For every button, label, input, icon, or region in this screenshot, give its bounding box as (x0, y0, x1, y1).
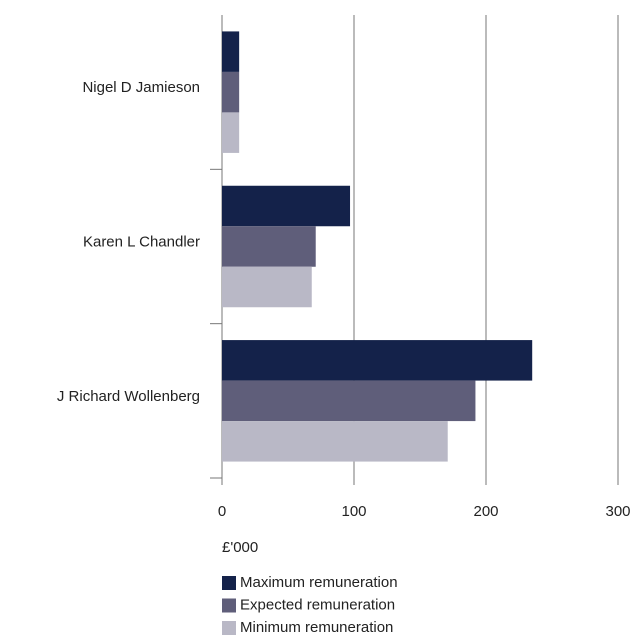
legend-swatch (222, 621, 236, 635)
y-tick-label: Karen L Chandler (83, 233, 200, 250)
x-tick-label: 0 (218, 503, 226, 520)
bar (222, 380, 476, 422)
bar (222, 31, 240, 72)
bar (222, 71, 240, 113)
bar (222, 266, 312, 308)
legend-swatch (222, 576, 236, 590)
x-tick-label: 300 (605, 503, 630, 520)
x-tick-label: 100 (341, 503, 366, 520)
legend-label: Expected remuneration (240, 596, 395, 613)
y-tick-label: Nigel D Jamieson (82, 79, 200, 96)
legend-swatch (222, 598, 236, 613)
bar (222, 226, 316, 267)
x-axis-label: £'000 (222, 539, 258, 556)
bar (222, 421, 448, 462)
x-tick-label: 200 (473, 503, 498, 520)
bar (222, 185, 351, 227)
bar (222, 340, 533, 381)
bar (222, 112, 240, 153)
legend-label: Maximum remuneration (240, 574, 398, 591)
legend-label: Minimum remuneration (240, 619, 393, 636)
y-tick-label: J Richard Wollenberg (57, 388, 200, 405)
